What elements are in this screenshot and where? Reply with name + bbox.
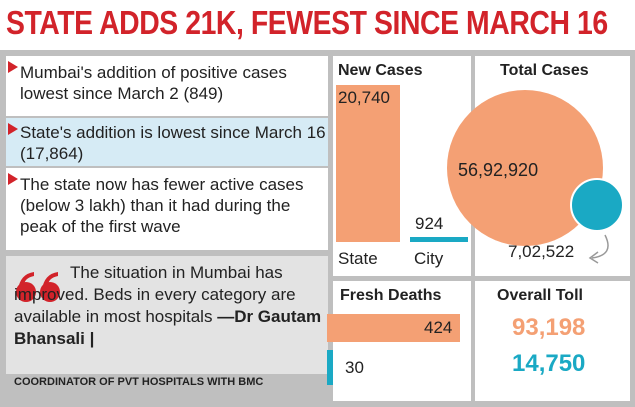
toll-state: 93,198 [512, 314, 586, 341]
total-city: 7,02,522 [508, 242, 575, 261]
bullet: Mumbai's addition of positive cases lowe… [6, 56, 328, 116]
state-label: State [338, 249, 378, 268]
deaths-city: 30 [345, 358, 364, 377]
state-value: 20,740 [338, 88, 390, 107]
deaths-city-bar [327, 350, 333, 385]
bullet-text: The state now has fewer active cases (be… [20, 175, 304, 236]
title: STATE ADDS 21K, FEWEST SINCE MARCH 16 [6, 4, 608, 41]
fresh-deaths-title: Fresh Deaths [340, 287, 442, 304]
quote-author: —Dr Gautam Bhansali | [14, 307, 322, 348]
bullet: The state now has fewer active cases (be… [6, 168, 328, 250]
quote-box [6, 256, 328, 374]
new-cases-title: New Cases [338, 62, 423, 79]
bullet-text: Mumbai's addition of positive cases lowe… [20, 63, 287, 103]
quote: The situation in Mumbai has improved. Be… [14, 262, 324, 350]
city-value: 924 [415, 214, 444, 233]
toll-city: 14,750 [512, 350, 586, 377]
toll-title: Overall Toll [497, 287, 583, 304]
toll-box [475, 281, 630, 401]
circles [447, 90, 624, 264]
quote-icon [16, 272, 60, 302]
state-bar [336, 85, 400, 242]
deaths-state: 424 [424, 318, 453, 337]
city-bar [410, 237, 468, 242]
quote-role: COORDINATOR OF PVT HOSPITALS WITH BMC [14, 376, 264, 388]
deaths-state-bar [327, 314, 460, 342]
bullet-text: State's addition is lowest since March 1… [20, 123, 326, 163]
quote-text: The situation in Mumbai has improved. Be… [14, 263, 296, 326]
total-cases-title: Total Cases [500, 62, 589, 79]
total-state: 56,92,920 [458, 160, 539, 180]
bullet: State's addition is lowest since March 1… [6, 118, 328, 166]
city-label: City [414, 249, 444, 268]
